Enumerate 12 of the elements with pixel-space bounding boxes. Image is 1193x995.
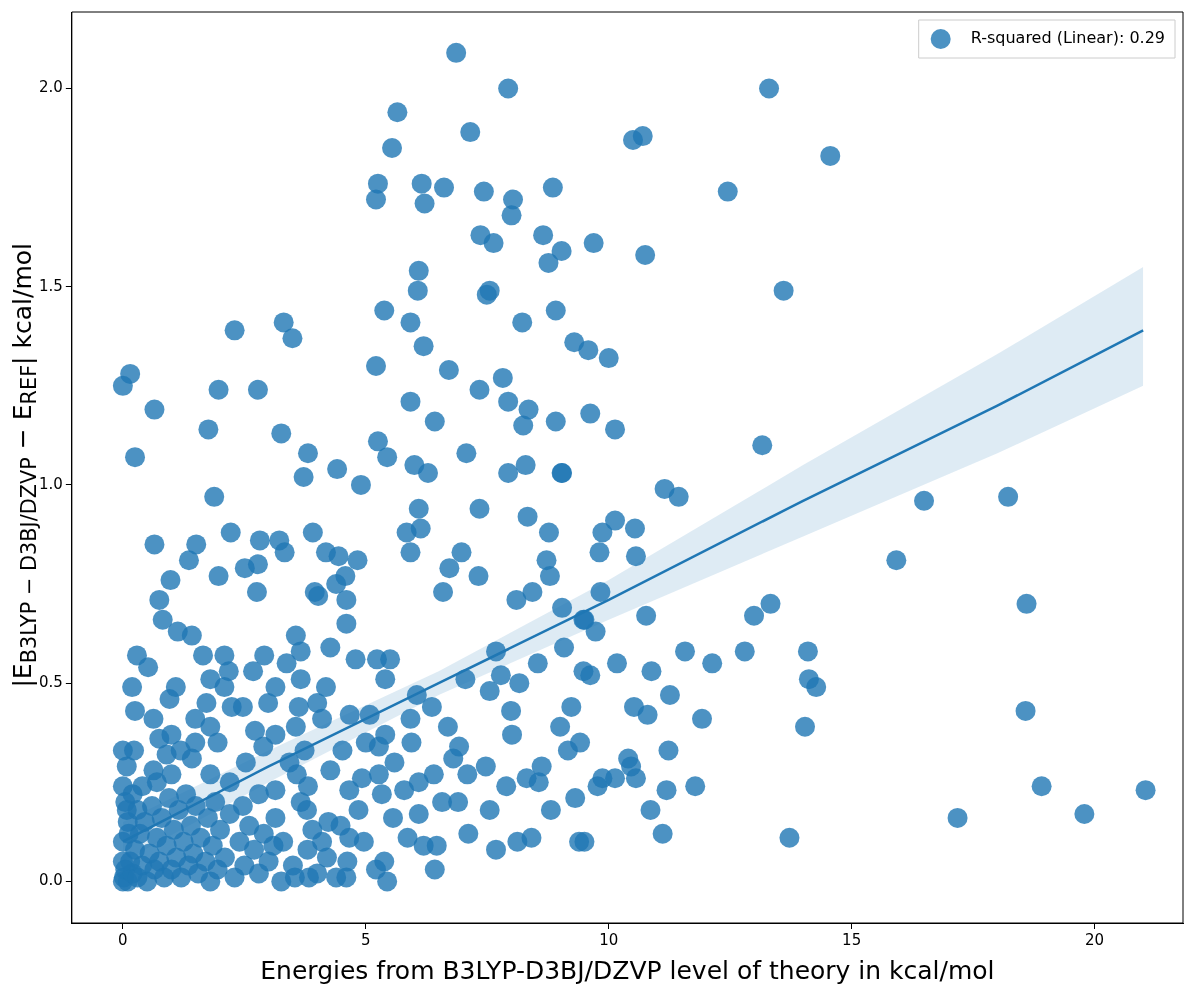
x-tick-label: 15 xyxy=(842,930,862,949)
legend-label: R-squared (Linear): 0.29 xyxy=(970,28,1166,48)
y-tick-label: 1.0 xyxy=(39,474,63,493)
x-tick-label: 10 xyxy=(599,930,619,949)
y-tick-label: 1.5 xyxy=(39,276,63,295)
x-tick-label: 20 xyxy=(1085,930,1105,949)
x-axis-title: Energies from B3LYP-D3BJ/DZVP level of theory in kcal/mol xyxy=(260,955,995,985)
y-tick-label: 2.0 xyxy=(39,78,63,97)
x-tick-label: 0 xyxy=(118,930,128,949)
x-tick-label: 5 xyxy=(361,930,371,949)
y-tick-label: 0.0 xyxy=(39,871,63,890)
y-tick-label: 0.5 xyxy=(39,673,63,692)
